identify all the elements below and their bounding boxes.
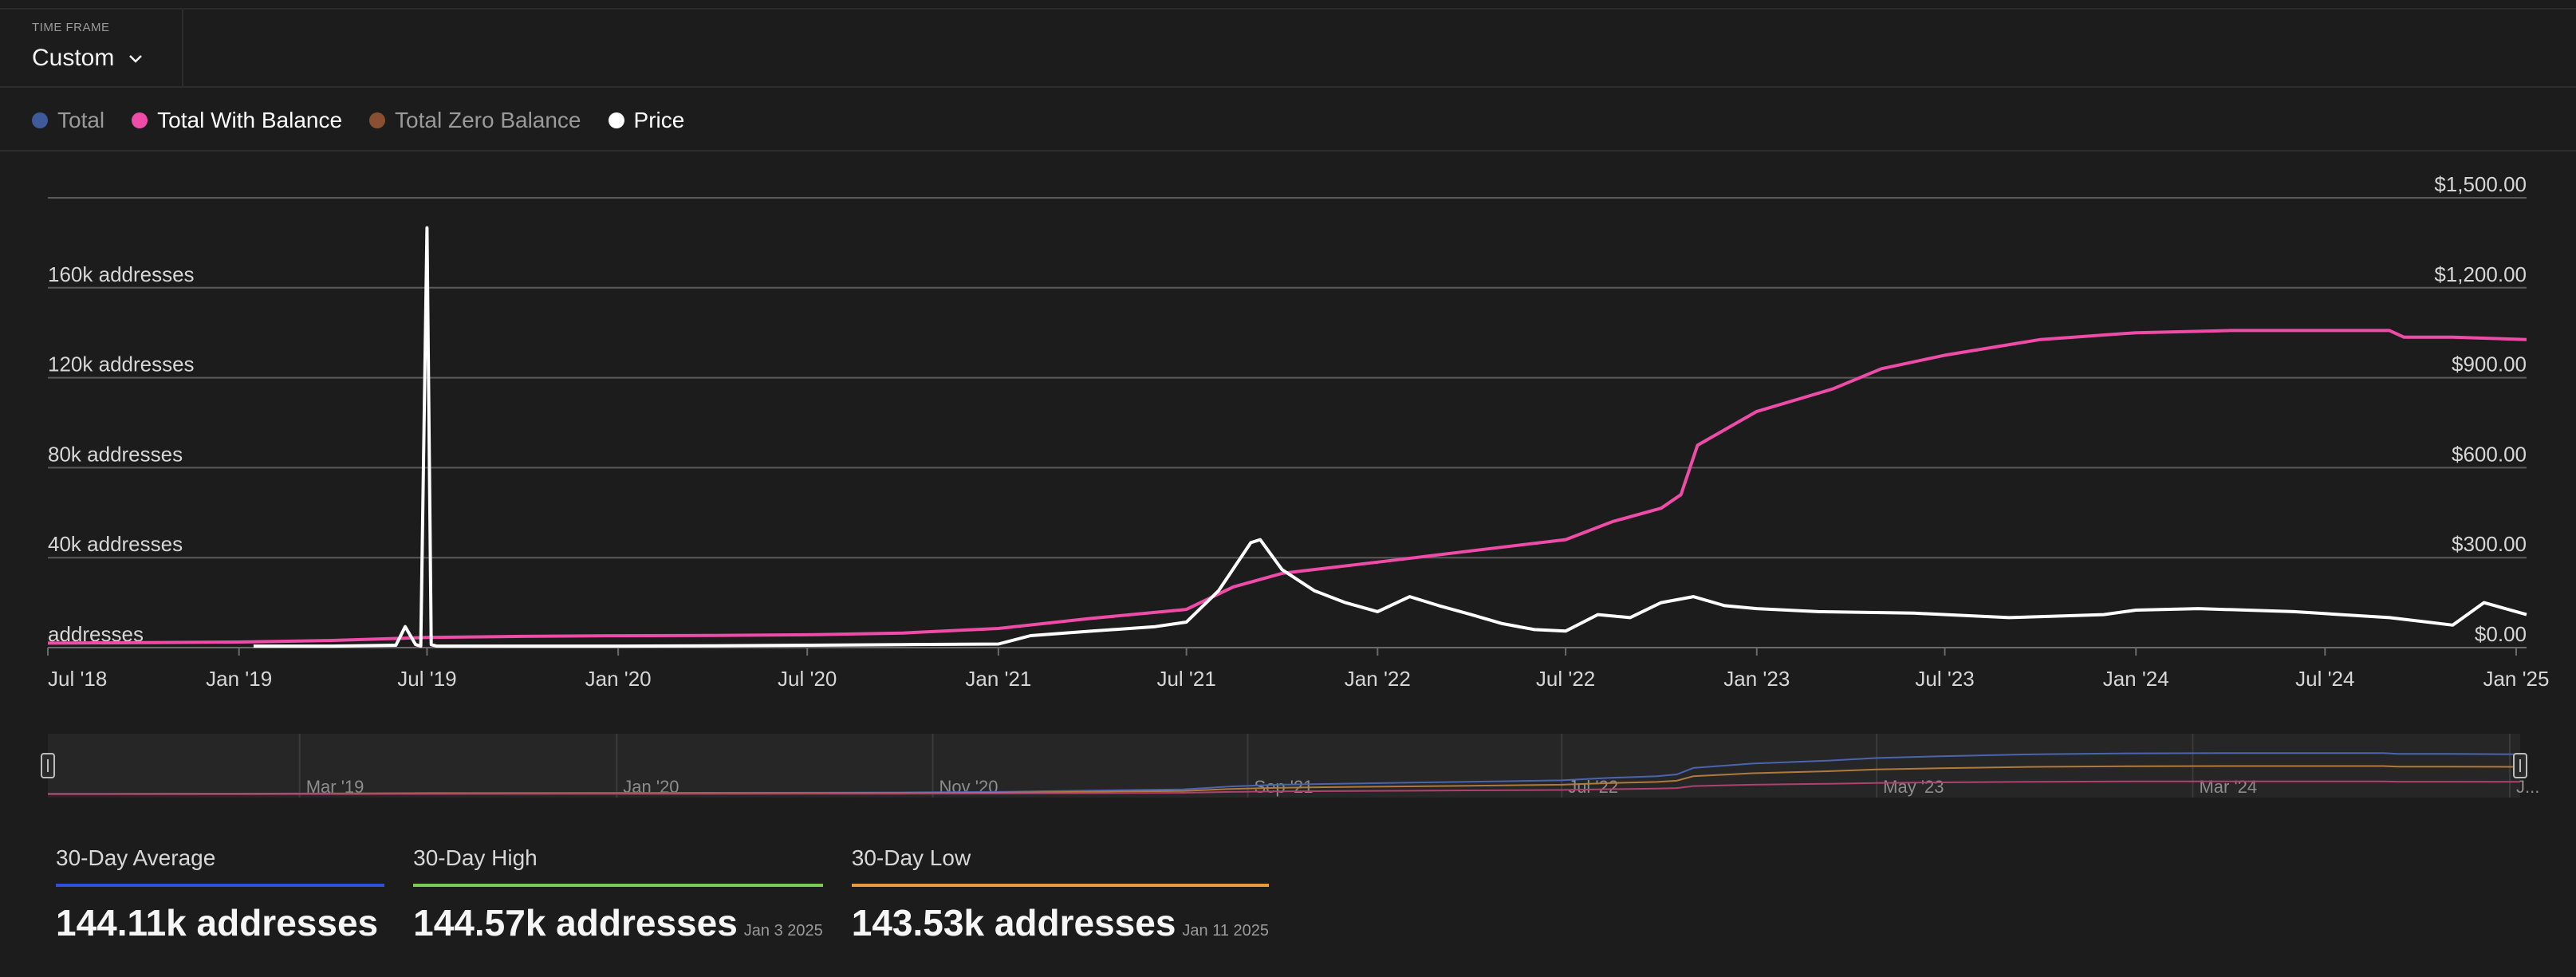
y-left-tick-label: 160k addresses (48, 262, 195, 286)
y-right-tick-label: $900.00 (2452, 353, 2527, 376)
legend-marker (32, 112, 48, 128)
legend-item-price[interactable]: Price (608, 108, 685, 133)
x-tick-label: Jul '22 (1536, 667, 1595, 691)
x-tick-label: Jul '20 (778, 667, 837, 691)
chart-legend: Total Total With Balance Total Zero Bala… (32, 102, 684, 139)
legend-divider (0, 150, 2576, 152)
legend-label: Price (633, 108, 685, 132)
x-tick-label: Jan '24 (2103, 667, 2169, 691)
legend-label: Total (57, 108, 105, 132)
time-frame-label: TIME FRAME (32, 21, 110, 34)
chevron-down-icon (129, 55, 143, 63)
x-tick-label: Jan '21 (965, 667, 1031, 691)
x-tick-label: Jul '19 (397, 667, 456, 691)
legend-marker (132, 112, 148, 128)
legend-label: Total Zero Balance (395, 108, 581, 132)
x-tick-label: Jul '23 (1915, 667, 1974, 691)
stats-panel: 30-Day Average 144.11k addresses 30-Day … (56, 845, 1270, 944)
y-right-tick-label: $300.00 (2452, 532, 2527, 556)
stat-date: Jan 3 2025 (743, 922, 823, 940)
navigator-tick-label: J... (2516, 777, 2539, 797)
y-right-tick-label: $1,500.00 (2434, 172, 2527, 196)
navigator-tick-label: Mar '24 (2199, 777, 2257, 797)
x-tick-label: Jan '22 (1345, 667, 1411, 691)
x-tick-label: Jan '25 (2483, 667, 2549, 691)
legend-marker (369, 112, 386, 128)
stat-value: 144.11k addresses (56, 901, 384, 944)
series-line-total-with-balance (47, 329, 2527, 645)
x-tick-label: Jan '23 (1723, 667, 1790, 691)
legend-item-total-with-balance[interactable]: Total With Balance (132, 108, 342, 133)
series-line-price (253, 226, 2527, 648)
stat-number: 144.11k addresses (56, 902, 379, 944)
navigator-tick-label: May '23 (1883, 777, 1944, 797)
y-right-tick-label: $600.00 (2452, 442, 2527, 466)
time-frame-value: Custom (32, 45, 115, 71)
y-left-tick-label: 120k addresses (48, 353, 195, 376)
stat-date: Jan 11 2025 (1182, 922, 1270, 940)
legend-marker (608, 112, 624, 128)
header-divider (0, 86, 2576, 88)
y-right-tick-label: $1,200.00 (2434, 262, 2527, 286)
y-left-tick-label: 40k addresses (48, 532, 183, 556)
stat-number: 143.53k addresses (851, 902, 1176, 944)
x-tick-label: Jan '20 (585, 667, 652, 691)
top-border (0, 0, 2576, 10)
stat-label: 30-Day Low (851, 845, 1270, 887)
x-tick-label: Jan '19 (206, 667, 272, 691)
time-frame-dropdown[interactable]: Custom (32, 45, 144, 72)
stat-value: 143.53k addresses Jan 11 2025 (852, 901, 1269, 944)
x-tick-label: Jul '21 (1156, 667, 1215, 691)
stat-label: 30-Day High (413, 845, 823, 887)
navigator-series-with-balance (47, 780, 2521, 795)
stat-value: 144.57k addresses Jan 3 2025 (413, 901, 823, 944)
stat-30-day-high: 30-Day High 144.57k addresses Jan 3 2025 (413, 845, 823, 944)
range-navigator[interactable]: Mar '19 Jan '20 Nov '20 Sep '21 Jul '22 May '… (0, 730, 2576, 810)
legend-item-total-zero-balance[interactable]: Total Zero Balance (369, 108, 581, 133)
stat-label: 30-Day Average (56, 845, 385, 887)
legend-item-total[interactable]: Total (32, 108, 104, 133)
x-tick-label: Jul '24 (2295, 667, 2354, 691)
stat-number: 144.57k addresses (413, 902, 738, 944)
y-left-tick-label: 80k addresses (48, 442, 183, 466)
time-frame-selector: TIME FRAME Custom (0, 10, 183, 86)
y-right-tick-label: $0.00 (2475, 622, 2527, 646)
stat-30-day-low: 30-Day Low 143.53k addresses Jan 11 2025 (851, 845, 1270, 944)
stat-30-day-average: 30-Day Average 144.11k addresses (56, 845, 385, 944)
x-tick-label: Jul '18 (48, 667, 107, 691)
legend-label: Total With Balance (157, 108, 343, 132)
